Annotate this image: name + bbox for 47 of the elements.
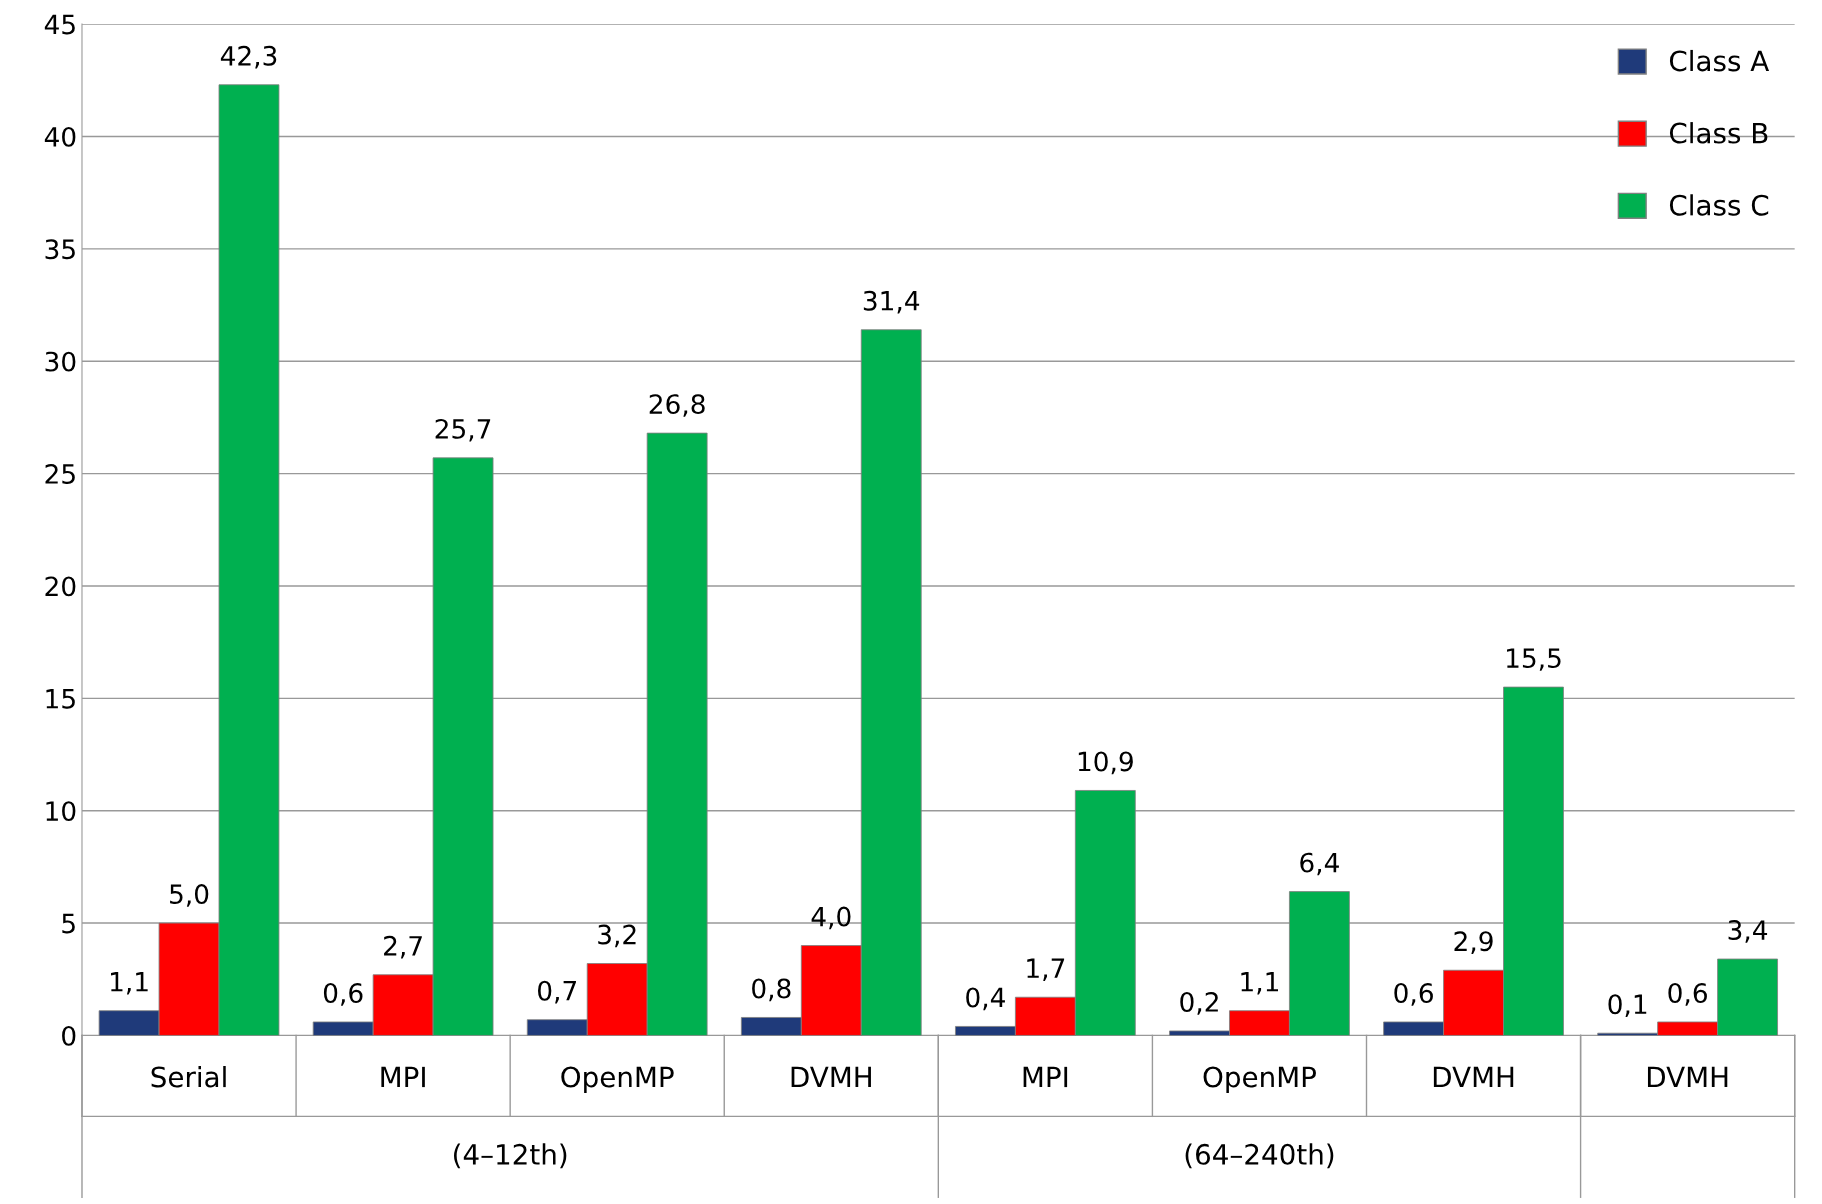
data-label: 1,7 — [1027, 958, 1065, 981]
x-tick-label: DVMH — [1647, 1066, 1728, 1088]
text: (64–240th) — [1185, 1143, 1334, 1169]
data-label: 1,1 — [1241, 972, 1279, 995]
x-tick-label: MPI — [381, 1066, 425, 1088]
data-label: 0,1 — [1608, 994, 1647, 1017]
y-tick-label: 20 — [45, 576, 76, 597]
data-label: 0,8 — [752, 978, 791, 1002]
x-tick-label: Serial — [151, 1066, 226, 1088]
data-label: 2,9 — [1454, 931, 1493, 954]
data-label: 25,7 — [435, 418, 491, 442]
data-label: 15,5 — [1507, 648, 1561, 671]
legend-label: Class B — [1669, 122, 1768, 144]
text: (4–12th) — [454, 1143, 567, 1169]
data-label: 0,6 — [1668, 982, 1707, 1006]
data-label: 1,1 — [111, 972, 148, 995]
x-tick-label: DVMH — [791, 1066, 871, 1088]
data-label: 0,2 — [1180, 991, 1218, 1015]
y-tick-label: 35 — [45, 239, 75, 260]
data-label: 0,6 — [1394, 982, 1433, 1006]
x-tick-label: OpenMP — [561, 1066, 674, 1093]
data-label: 0,7 — [538, 980, 576, 1004]
x-tick-label: MPI — [1023, 1066, 1068, 1088]
data-label: 2,7 — [384, 935, 422, 959]
y-tick-label: 45 — [44, 14, 75, 35]
data-label: 42,3 — [220, 45, 277, 69]
data-label: 0,6 — [323, 982, 363, 1006]
legend-label: Class C — [1669, 194, 1769, 216]
y-tick-label: 10 — [46, 801, 76, 822]
legend-label: Class A — [1669, 49, 1770, 72]
data-label: 10,9 — [1078, 751, 1133, 775]
data-label: 31,4 — [863, 290, 920, 314]
x-tick-label: DVMH — [1433, 1066, 1514, 1088]
data-label: 3,4 — [1728, 920, 1768, 943]
data-label: 0,4 — [966, 987, 1005, 1011]
data-label: 6,4 — [1300, 852, 1339, 876]
y-tick-label: 0 — [62, 1025, 76, 1046]
data-label: 5,0 — [170, 884, 209, 907]
data-label: 26,8 — [649, 394, 705, 417]
data-label: 4,0 — [811, 906, 851, 930]
y-tick-label: 25 — [45, 464, 75, 484]
y-tick-label: 15 — [46, 689, 75, 709]
y-tick-label: 30 — [45, 351, 76, 372]
y-tick-label: 40 — [44, 126, 76, 147]
x-tick-label: OpenMP — [1203, 1066, 1316, 1093]
y-tick-label: 5 — [62, 913, 75, 934]
data-label: 3,2 — [598, 924, 636, 948]
